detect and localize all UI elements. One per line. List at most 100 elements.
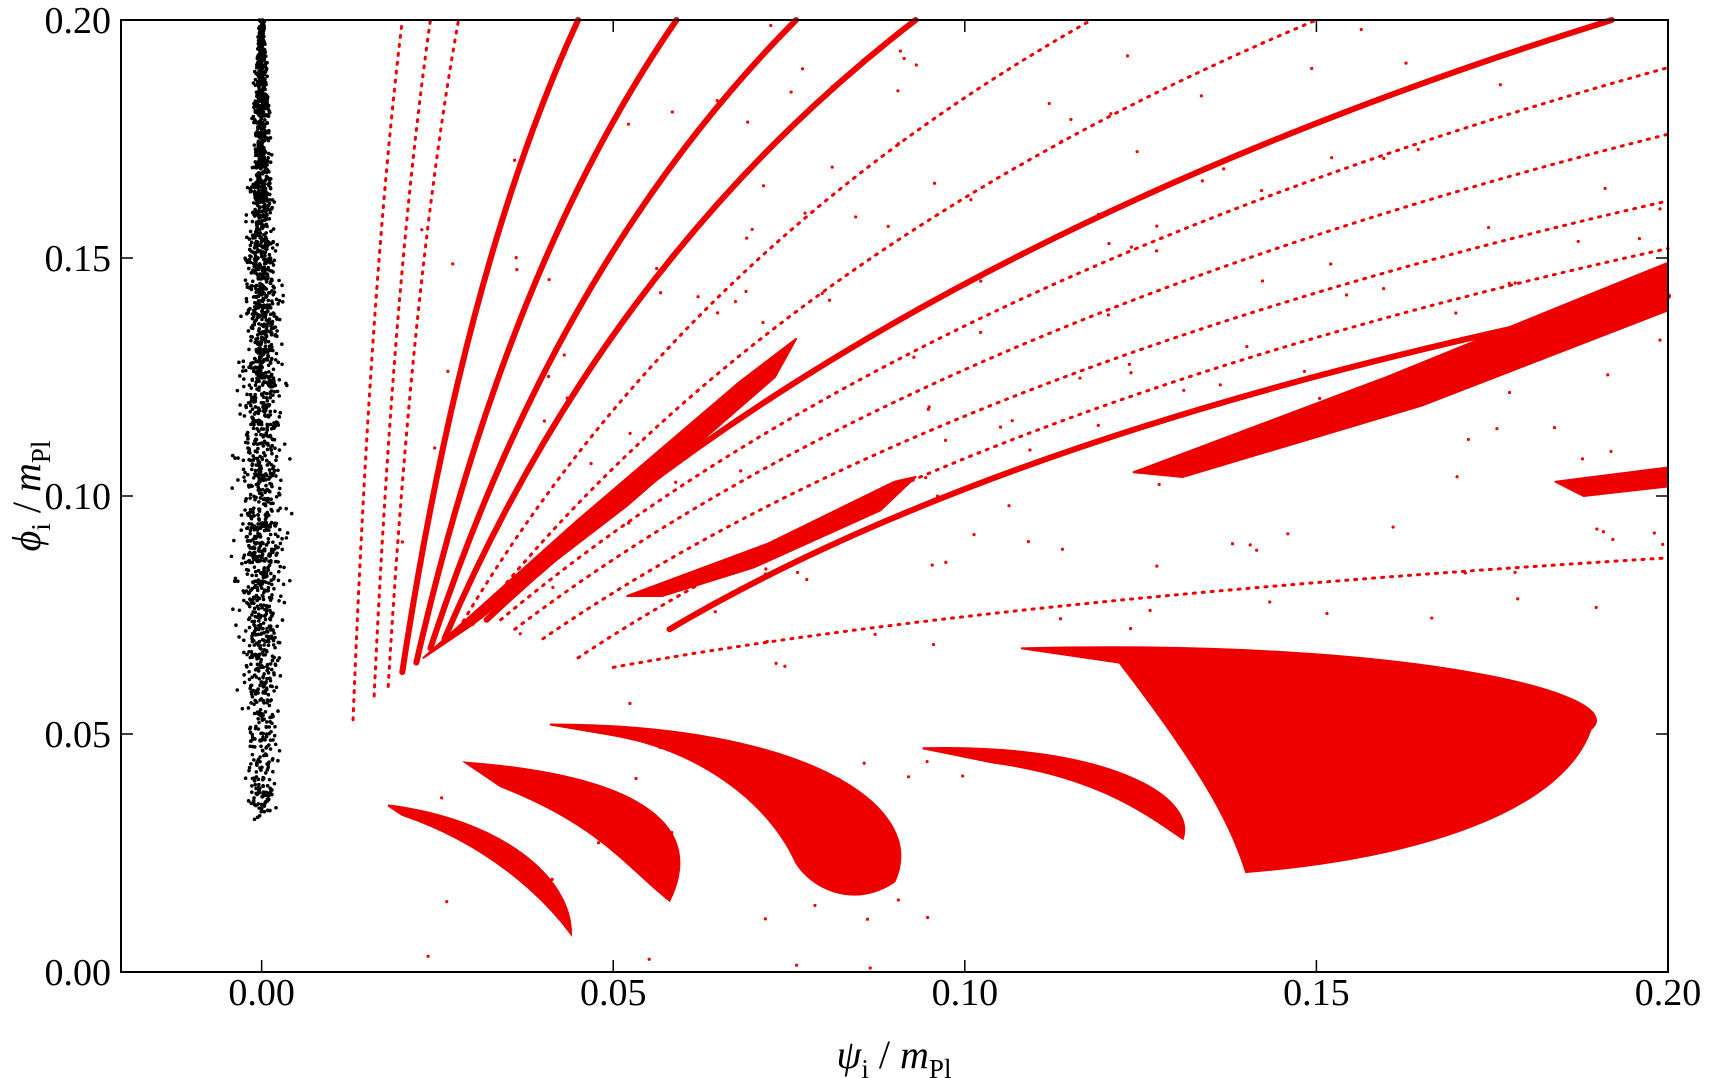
black-point [242,598,246,603]
black-point [258,281,262,286]
black-point [262,648,267,652]
black-point [256,92,261,97]
black-point [272,586,276,591]
black-point [264,606,269,611]
black-point [271,311,276,315]
red-point [1277,422,1281,426]
black-point [264,543,269,547]
black-point [248,744,253,749]
black-point [271,263,276,267]
black-point [257,155,262,160]
red-point [659,291,663,295]
black-point [248,451,252,455]
black-point [260,605,264,610]
black-point [248,401,252,405]
black-point [245,282,249,286]
black-point [263,338,268,342]
red-point [769,23,773,28]
black-point [242,673,246,677]
black-point [284,536,289,540]
black-point [251,250,255,255]
black-point [256,143,261,147]
black-point [254,675,259,679]
black-point [256,446,260,451]
black-point [258,284,262,289]
black-point [273,358,278,362]
black-point [262,528,267,533]
black-point [257,507,262,512]
black-point [277,448,282,452]
black-point [252,494,256,499]
black-point [245,572,250,576]
red-point [898,49,902,53]
black-point [261,35,266,39]
black-point [265,649,269,654]
black-point [249,662,253,667]
axis-ticks [121,19,1669,973]
black-point [256,716,261,721]
black-point [258,522,263,526]
black-point [264,746,268,750]
black-point [235,688,240,692]
red-point [1060,139,1064,143]
red-point [979,279,983,283]
black-point [257,463,261,468]
black-point [260,540,264,545]
black-point [263,517,268,521]
black-point [252,412,257,416]
black-point [258,479,262,484]
black-point [272,325,277,330]
black-point [250,316,255,321]
black-point [263,502,267,506]
black-point [257,119,262,124]
black-point [247,765,252,770]
black-point [266,643,271,648]
x-tick-label: 0.10 [932,972,999,1014]
black-point [257,368,262,372]
black-point [280,300,285,304]
black-point [259,697,264,701]
red-point [514,782,518,786]
black-point [245,539,250,543]
black-point [250,407,255,412]
black-point [277,527,282,532]
black-point [252,105,256,109]
black-point [267,703,272,708]
red-point [1286,532,1290,536]
black-point [255,615,260,620]
black-point [260,794,265,799]
red-point [542,419,547,423]
black-point [246,329,251,333]
black-point [266,585,271,590]
black-point [255,759,260,764]
black-point [259,140,263,145]
black-point [270,758,275,762]
black-point [260,73,264,78]
black-point [256,267,261,272]
black-point [258,107,262,111]
red-point [827,298,832,302]
red-point [998,425,1003,429]
black-point [255,604,260,609]
black-point [280,618,285,622]
black-point [253,383,258,388]
black-point [250,165,255,170]
red-point [715,311,720,315]
black-point [249,483,253,488]
black-point [243,508,247,512]
black-point [253,534,257,539]
black-point [256,662,261,667]
red-point [1227,156,1231,160]
black-point [251,510,255,515]
black-point [258,755,262,759]
black-point [272,314,276,318]
black-point [266,537,271,541]
black-point [267,604,272,609]
black-point [263,771,268,775]
black-point [265,277,269,282]
black-point [264,356,269,361]
red-point [837,777,841,782]
black-point [259,680,263,684]
black-point [271,348,275,353]
black-point [274,685,279,690]
